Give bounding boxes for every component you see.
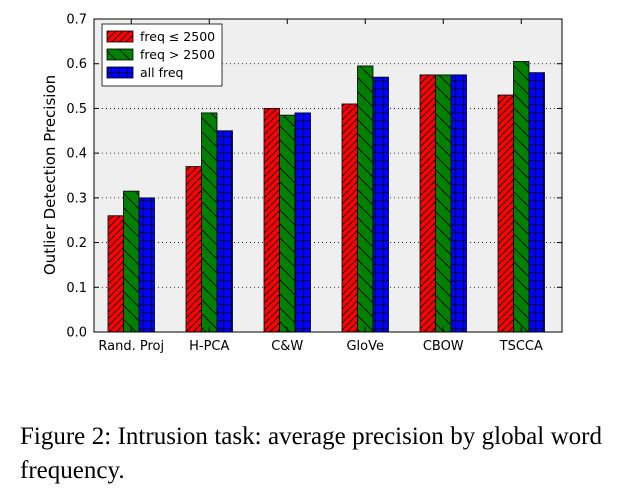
- legend-label: freq ≤ 2500: [140, 29, 215, 44]
- bar-rand-proj-0: [107, 215, 124, 333]
- x-tick-label: C&W: [271, 339, 303, 354]
- bar-cbow-0: [419, 74, 436, 333]
- x-tick-label: CBOW: [423, 339, 464, 354]
- y-tick-label: 0.0: [66, 326, 87, 341]
- bar-rand-proj-2: [138, 197, 155, 333]
- bar-c-w-0: [263, 108, 280, 333]
- y-tick-label: 0.3: [66, 191, 87, 206]
- y-tick-label: 0.2: [66, 236, 87, 251]
- y-tick-label: 0.4: [66, 147, 87, 162]
- x-axis-ticks: Rand. Proj H-PCA C&W GloVe CBOW TSCCA: [98, 19, 543, 354]
- legend-label: freq > 2500: [140, 47, 215, 62]
- bar-c-w-1: [279, 114, 296, 333]
- bar-chart: 0.0 0.1 0.2 0.3 0.4 0.5 0.6 0.7 Rand. Proj H-PCA…: [41, 13, 563, 354]
- y-tick-label: 0.5: [66, 102, 87, 117]
- legend-swatch: [106, 30, 134, 43]
- bar-c-w-2: [294, 112, 311, 333]
- bar-h-pca-1: [201, 112, 218, 333]
- legend-swatch: [106, 48, 134, 61]
- y-tick-label: 0.6: [66, 57, 87, 72]
- legend-label: all freq: [140, 65, 183, 80]
- y-tick-label: 0.1: [66, 281, 87, 296]
- y-axis-ticks: 0.0 0.1 0.2 0.3 0.4 0.5 0.6 0.7: [66, 13, 562, 341]
- legend: freq ≤ 2500 freq > 2500 all freq: [101, 23, 223, 87]
- legend-swatch: [106, 66, 134, 79]
- x-tick-label: Rand. Proj: [98, 339, 164, 354]
- x-tick-label: TSCCA: [499, 339, 543, 354]
- bar-tscca-0: [497, 94, 514, 333]
- bar-cbow-1: [435, 74, 452, 333]
- bar-glove-1: [357, 65, 374, 333]
- bar-h-pca-0: [185, 166, 202, 333]
- bar-rand-proj-1: [123, 190, 140, 333]
- bar-tscca-1: [513, 61, 530, 333]
- y-tick-label: 0.7: [66, 13, 87, 28]
- bar-tscca-2: [528, 72, 545, 333]
- bars: [107, 61, 545, 333]
- x-tick-label: H-PCA: [189, 339, 229, 354]
- y-axis-label: Outlier Detection Precision: [41, 75, 59, 275]
- x-tick-label: GloVe: [346, 339, 384, 354]
- plot-frame: [93, 18, 563, 333]
- bar-cbow-2: [450, 74, 467, 333]
- bar-glove-2: [372, 76, 389, 333]
- figure-caption: Figure 2: Intrusion task: average precis…: [20, 423, 602, 484]
- bar-glove-0: [341, 103, 358, 333]
- bar-h-pca-2: [216, 130, 233, 333]
